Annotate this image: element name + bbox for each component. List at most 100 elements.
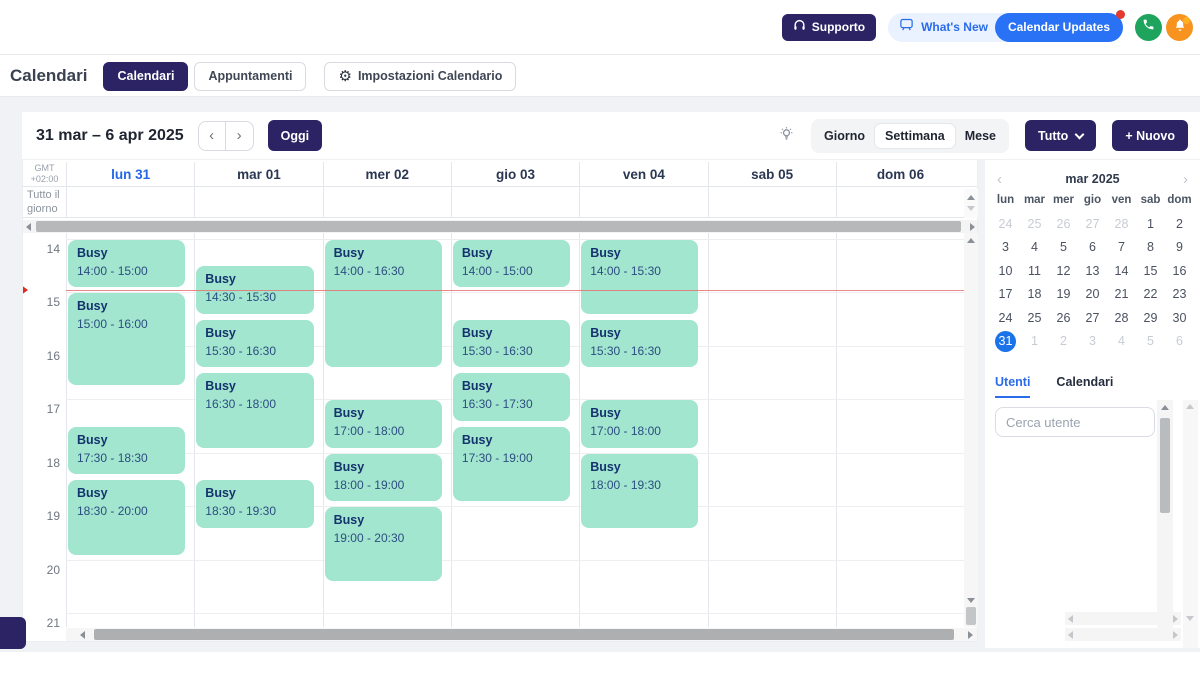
minical-day-3[interactable]: 3 (1089, 334, 1096, 349)
event-busy[interactable]: Busy 17:30 - 19:00 (452, 426, 571, 501)
event-busy[interactable]: Busy 14:30 - 15:30 (196, 266, 314, 314)
minical-day-9[interactable]: 9 (1176, 240, 1183, 255)
minical-day-25[interactable]: 25 (1027, 310, 1042, 325)
day-header-lun-31[interactable]: lun 31 (66, 162, 194, 187)
minical-day-18[interactable]: 18 (1027, 287, 1042, 302)
minical-day-5[interactable]: 5 (1060, 240, 1067, 255)
minical-day-21[interactable]: 21 (1114, 287, 1129, 302)
new-button[interactable]: + Nuovo (1112, 120, 1188, 151)
minical-day-24[interactable]: 24 (998, 216, 1013, 231)
view-mese[interactable]: Mese (964, 128, 997, 143)
minical-day-6[interactable]: 6 (1176, 334, 1183, 349)
minical-day-20[interactable]: 20 (1085, 287, 1100, 302)
minical-day-24[interactable]: 24 (998, 310, 1013, 325)
event-busy[interactable]: Busy 18:30 - 20:00 (68, 480, 186, 555)
minical-day-26[interactable]: 26 (1056, 310, 1071, 325)
sidebar-hscrollbar-1[interactable] (1065, 612, 1181, 625)
supporto-button[interactable]: Supporto (781, 13, 877, 41)
minical-day-1[interactable]: 1 (1031, 334, 1038, 349)
minical-day-28[interactable]: 28 (1114, 310, 1129, 325)
help-launcher[interactable] (0, 617, 26, 649)
minical-next-icon[interactable]: › (1183, 170, 1188, 188)
view-giorno[interactable]: Giorno (824, 128, 865, 143)
sidebar-tab-calendari[interactable]: Calendari (1056, 375, 1114, 389)
event-busy[interactable]: Busy 18:30 - 19:30 (196, 480, 314, 528)
event-busy[interactable]: Busy 17:30 - 18:30 (68, 426, 186, 475)
minical-day-29[interactable]: 29 (1143, 310, 1158, 325)
event-busy[interactable]: Busy 15:30 - 16:30 (452, 319, 571, 368)
event-busy[interactable]: Busy 16:30 - 17:30 (452, 373, 571, 421)
horizontal-scrollbar-bottom[interactable] (66, 628, 977, 641)
minical-day-19[interactable]: 19 (1056, 287, 1071, 302)
horizontal-scrollbar-top[interactable] (23, 220, 977, 233)
event-busy[interactable]: Busy 14:00 - 15:00 (68, 239, 186, 287)
event-busy[interactable]: Busy 14:00 - 15:30 (581, 239, 699, 314)
view-settimana[interactable]: Settimana (874, 123, 955, 148)
minical-day-14[interactable]: 14 (1114, 263, 1129, 278)
sidebar-outer-scrollbar[interactable] (1183, 400, 1198, 648)
minical-day-15[interactable]: 15 (1143, 263, 1158, 278)
sidebar-hscrollbar-2[interactable] (1065, 628, 1181, 641)
minical-day-2[interactable]: 2 (1176, 216, 1183, 231)
event-busy[interactable]: Busy 17:00 - 18:00 (324, 400, 442, 448)
day-header-dom-06[interactable]: dom 06 (835, 162, 964, 187)
vertical-scrollbar[interactable] (964, 233, 978, 627)
minical-day-28[interactable]: 28 (1114, 216, 1129, 231)
minical-day-5[interactable]: 5 (1147, 334, 1154, 349)
today-button[interactable]: Oggi (267, 120, 323, 151)
minical-day-26[interactable]: 26 (1056, 216, 1071, 231)
event-busy[interactable]: Busy 14:00 - 16:30 (324, 239, 442, 368)
sidebar-tab-utenti[interactable]: Utenti (995, 375, 1031, 398)
event-busy[interactable]: Busy 18:00 - 19:30 (581, 453, 699, 528)
prev-week-button[interactable]: ‹ (197, 120, 226, 151)
day-header-ven-04[interactable]: ven 04 (579, 162, 707, 187)
day-header-mer-02[interactable]: mer 02 (322, 162, 451, 187)
event-busy[interactable]: Busy 16:30 - 18:00 (196, 373, 314, 448)
minical-day-3[interactable]: 3 (1002, 240, 1009, 255)
minical-day-7[interactable]: 7 (1118, 240, 1125, 255)
lightbulb-icon[interactable] (778, 125, 795, 147)
minical-day-23[interactable]: 23 (1172, 287, 1187, 302)
event-busy[interactable]: Busy 15:30 - 16:30 (581, 319, 699, 368)
event-busy[interactable]: Busy 18:00 - 19:00 (324, 453, 442, 501)
search-user-input[interactable] (995, 407, 1155, 437)
minical-day-17[interactable]: 17 (998, 287, 1013, 302)
day-header-gio-03[interactable]: gio 03 (450, 162, 579, 187)
sidebar-scrollbar[interactable] (1157, 400, 1173, 632)
notifications-button[interactable] (1166, 13, 1193, 41)
calendar-updates-badge[interactable]: Calendar Updates (994, 12, 1123, 42)
minical-day-12[interactable]: 12 (1056, 263, 1071, 278)
minical-day-13[interactable]: 13 (1085, 263, 1100, 278)
minical-prev-icon[interactable]: ‹ (997, 170, 1002, 188)
minical-day-16[interactable]: 16 (1172, 263, 1187, 278)
minical-day-31[interactable]: 31 (991, 330, 1020, 354)
phone-button[interactable] (1135, 13, 1162, 41)
event-busy[interactable]: Busy 15:30 - 16:30 (196, 319, 314, 368)
minical-day-2[interactable]: 2 (1060, 334, 1067, 349)
day-header-mar-01[interactable]: mar 01 (194, 162, 322, 187)
event-busy[interactable]: Busy 14:00 - 15:00 (452, 239, 571, 287)
minical-day-1[interactable]: 1 (1147, 216, 1154, 231)
minical-day-25[interactable]: 25 (1027, 216, 1042, 231)
minical-day-22[interactable]: 22 (1143, 287, 1158, 302)
minical-day-11[interactable]: 11 (1028, 263, 1041, 278)
next-week-button[interactable]: › (225, 120, 254, 151)
day-header-sab-05[interactable]: sab 05 (707, 162, 836, 187)
minical-day-30[interactable]: 30 (1172, 310, 1187, 325)
minical-day-27[interactable]: 27 (1085, 216, 1100, 231)
allday-scrollbar[interactable] (964, 189, 978, 218)
whats-new-pill[interactable]: What's New Calendar Updates (888, 9, 1125, 42)
minical-day-27[interactable]: 27 (1085, 310, 1100, 325)
minical-day-6[interactable]: 6 (1089, 240, 1096, 255)
tab-appuntamenti[interactable]: Appuntamenti (194, 61, 307, 91)
event-busy[interactable]: Busy 15:00 - 16:00 (68, 293, 186, 386)
event-busy[interactable]: Busy 17:00 - 18:00 (581, 400, 699, 448)
minical-day-4[interactable]: 4 (1118, 334, 1125, 349)
filter-dropdown[interactable]: Tutto (1025, 120, 1097, 151)
event-busy[interactable]: Busy 19:00 - 20:30 (324, 507, 442, 582)
tab-calendari[interactable]: Calendari (103, 61, 189, 91)
tab-impostazioni-calendario[interactable]: ⚙ Impostazioni Calendario (324, 61, 517, 91)
minical-day-8[interactable]: 8 (1147, 240, 1154, 255)
minical-day-10[interactable]: 10 (998, 263, 1013, 278)
minical-day-4[interactable]: 4 (1031, 240, 1038, 255)
